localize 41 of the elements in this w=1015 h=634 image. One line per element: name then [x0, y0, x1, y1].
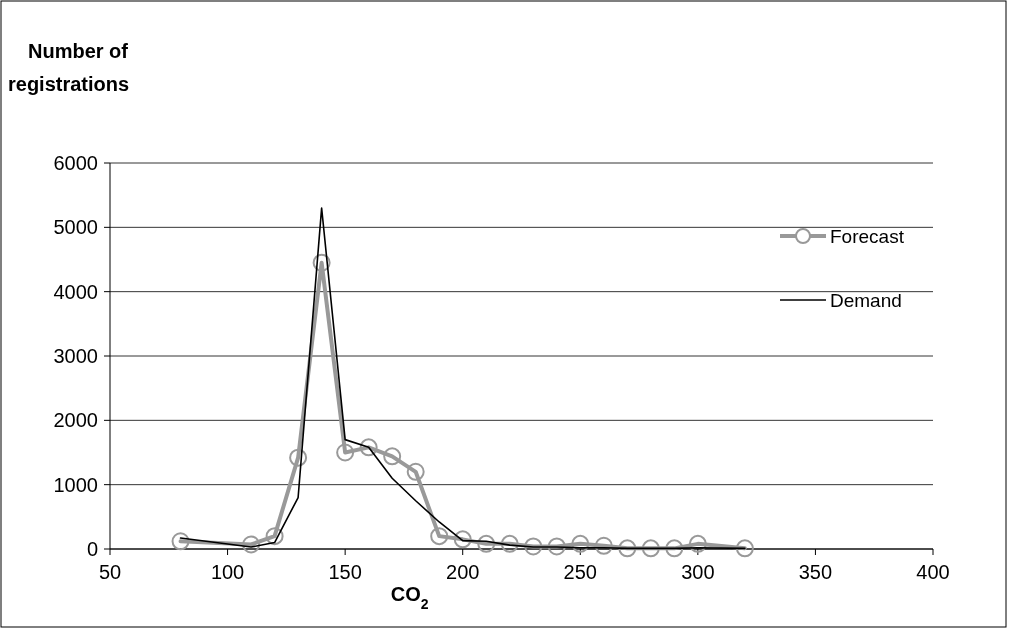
point — [571, 534, 590, 553]
y-tick-label: 4000 — [53, 280, 98, 303]
x-axis-title: CO$_{2}$ — [390, 583, 429, 612]
x-tick-label: 150 — [328, 561, 362, 583]
point — [500, 534, 519, 553]
point — [594, 536, 613, 555]
point — [665, 539, 684, 558]
y-tick-label: 0 — [86, 538, 98, 560]
point — [477, 534, 496, 553]
point — [453, 530, 472, 549]
y-tick-label: 1000 — [53, 473, 98, 496]
point — [735, 539, 754, 558]
x-tick-label: 50 — [98, 561, 122, 583]
point — [359, 438, 378, 457]
x-tick-label: 400 — [916, 561, 950, 583]
x-tick-label: 200 — [446, 561, 480, 583]
point — [688, 534, 707, 553]
point — [406, 462, 425, 481]
point — [312, 253, 331, 272]
point — [641, 539, 660, 558]
y-tick-label: 2000 — [53, 409, 98, 432]
point — [289, 448, 308, 467]
x-tick-label: 350 — [798, 561, 833, 583]
y-tick-label: 6000 — [53, 152, 98, 174]
point — [430, 527, 449, 546]
legend-label: Forecast — [830, 225, 905, 247]
point — [171, 532, 190, 551]
point — [265, 527, 284, 546]
x-tick-label: 250 — [563, 561, 597, 583]
y-axis-title: Number of registrations — [8, 40, 130, 95]
point — [547, 537, 566, 556]
x-tick-label: 300 — [681, 561, 715, 583]
y-tick-label: 3000 — [53, 345, 98, 367]
x-tick-label: 100 — [210, 561, 245, 583]
point — [383, 447, 402, 466]
y-tick-label: 5000 — [53, 216, 98, 239]
point — [524, 537, 543, 556]
point — [336, 443, 355, 462]
legend-label: Demand — [830, 289, 902, 311]
point — [242, 535, 261, 554]
point — [618, 539, 637, 558]
